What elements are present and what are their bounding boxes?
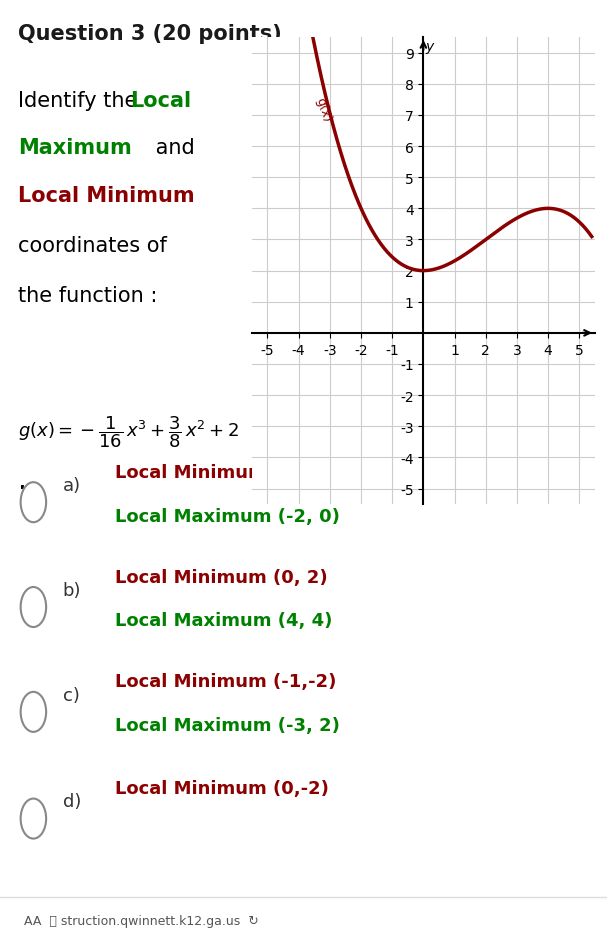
Text: Local Minimum (-1,-3): Local Minimum (-1,-3)	[115, 464, 337, 481]
Text: Local Minimum: Local Minimum	[18, 186, 195, 206]
Text: Identify the: Identify the	[18, 90, 144, 110]
Text: a): a)	[63, 477, 81, 494]
Text: c): c)	[63, 686, 80, 704]
Text: the function :: the function :	[18, 286, 158, 306]
Text: Local Minimum (-1,-2): Local Minimum (-1,-2)	[115, 673, 337, 690]
Text: and: and	[149, 138, 194, 158]
Text: AA  🔒 struction.qwinnett.k12.ga.us  ↻: AA 🔒 struction.qwinnett.k12.ga.us ↻	[24, 914, 259, 927]
Text: b): b)	[63, 582, 81, 599]
Text: .: .	[18, 466, 27, 495]
Text: y: y	[425, 40, 433, 54]
Text: Local Maximum (4, 4): Local Maximum (4, 4)	[115, 612, 333, 629]
Text: d): d)	[63, 793, 81, 810]
Text: $g(x) = -\dfrac{1}{16}\,x^3 + \dfrac{3}{8}\,x^2 + 2$: $g(x) = -\dfrac{1}{16}\,x^3 + \dfrac{3}{…	[18, 414, 239, 449]
Text: Local Minimum (0, 2): Local Minimum (0, 2)	[115, 568, 328, 585]
Text: Local Minimum (0,-2): Local Minimum (0,-2)	[115, 780, 329, 797]
Text: coordinates of: coordinates of	[18, 236, 167, 256]
Text: Local Maximum (-2, 0): Local Maximum (-2, 0)	[115, 507, 340, 525]
Text: g(x): g(x)	[314, 95, 334, 124]
Text: Local: Local	[131, 90, 192, 110]
Text: Local Maximum (-3, 2): Local Maximum (-3, 2)	[115, 717, 340, 734]
Text: Question 3 (20 points): Question 3 (20 points)	[18, 24, 282, 44]
Text: Maximum: Maximum	[18, 138, 132, 158]
